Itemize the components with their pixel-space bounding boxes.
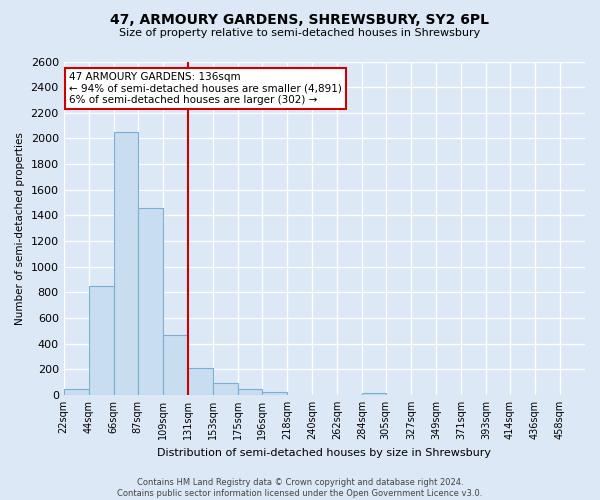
Bar: [89, 286, 114, 395]
Text: 47, ARMOURY GARDENS, SHREWSBURY, SY2 6PL: 47, ARMOURY GARDENS, SHREWSBURY, SY2 6PL: [110, 12, 490, 26]
Text: Contains HM Land Registry data © Crown copyright and database right 2024.
Contai: Contains HM Land Registry data © Crown c…: [118, 478, 482, 498]
Text: 47 ARMOURY GARDENS: 136sqm
← 94% of semi-detached houses are smaller (4,891)
6% : 47 ARMOURY GARDENS: 136sqm ← 94% of semi…: [70, 72, 342, 105]
Bar: [213, 382, 238, 395]
Bar: [114, 132, 137, 395]
Bar: [362, 393, 386, 395]
Bar: [238, 389, 262, 395]
Bar: [262, 392, 287, 395]
Bar: [163, 334, 188, 395]
Bar: [137, 208, 163, 395]
Y-axis label: Number of semi-detached properties: Number of semi-detached properties: [15, 132, 25, 324]
Bar: [188, 368, 213, 395]
Bar: [64, 388, 89, 395]
Text: Size of property relative to semi-detached houses in Shrewsbury: Size of property relative to semi-detach…: [119, 28, 481, 38]
X-axis label: Distribution of semi-detached houses by size in Shrewsbury: Distribution of semi-detached houses by …: [157, 448, 491, 458]
